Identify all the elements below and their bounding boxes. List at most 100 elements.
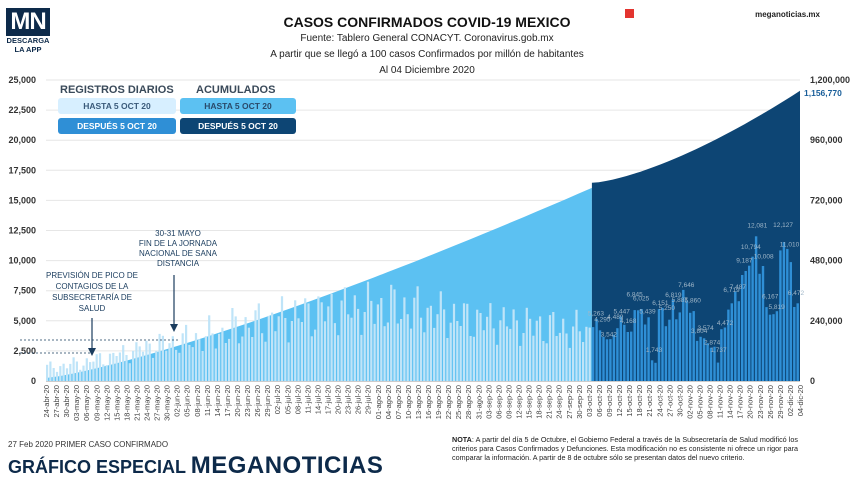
daily-bar-before (128, 363, 131, 381)
daily-bar-before (304, 298, 307, 381)
daily-bar-after (782, 242, 786, 381)
daily-bar-before (529, 318, 532, 381)
data-label: 2,874 (704, 339, 721, 346)
x-tick-label: 18-sep-20 (535, 385, 544, 419)
chart-date: Al 04 Diciembre 2020 (379, 65, 475, 76)
legend-daily-title: REGISTROS DIARIOS (60, 84, 174, 96)
data-label: 4,295 (594, 316, 611, 323)
daily-bar-before (211, 333, 214, 381)
y-left-tick-label: 10,000 (8, 256, 36, 266)
y-left-tick-label: 17,500 (8, 165, 36, 175)
x-tick-label: 09-may-20 (92, 385, 101, 421)
daily-bar-after (605, 339, 609, 381)
x-tick-label: 27-may-20 (153, 385, 162, 421)
y-right-tick-label: 0 (810, 376, 815, 386)
daily-bar-before (396, 323, 399, 381)
daily-bar-after (706, 343, 709, 381)
x-tick-label: 03-oct-20 (585, 385, 594, 417)
x-tick-label: 11-jul-20 (303, 385, 312, 414)
daily-bar-before (49, 361, 52, 381)
daily-bar-after (748, 265, 751, 381)
daily-bar-before (400, 319, 403, 381)
daily-bar-before (161, 335, 164, 381)
annotation-pico-line: SUBSECRETARÍA DE (52, 293, 132, 302)
daily-bar-after (730, 303, 733, 381)
daily-bar-before (108, 353, 112, 381)
x-tick-label: 14-jul-20 (313, 385, 322, 414)
daily-bar-before (578, 331, 581, 381)
daily-bar-after (737, 301, 740, 381)
data-label: 3,542 (601, 331, 618, 338)
daily-bar-before (261, 333, 264, 381)
data-label: 11,010 (780, 241, 800, 248)
x-tick-label: 27-oct-20 (665, 385, 674, 417)
daily-bar-before (165, 350, 168, 381)
daily-bar-before (552, 312, 555, 381)
daily-bar-after (758, 273, 761, 381)
daily-bar-before (416, 286, 419, 381)
daily-bar-after (720, 329, 723, 381)
y-left-tick-label: 0 (31, 376, 36, 386)
meganoticias-logo[interactable]: MN DESCARGA LA APP (6, 8, 50, 54)
y-right-tick-label: 960,000 (810, 135, 843, 145)
legend-daily-after: DESPUÉS 5 OCT 20 (58, 118, 176, 134)
footer-note: NOTA: A partir del día 5 de Octubre, el … (452, 435, 798, 462)
legend-daily-before: HASTA 5 OCT 20 (58, 98, 176, 114)
daily-bar-before (300, 322, 303, 381)
daily-bar-before (423, 332, 426, 381)
daily-bar-before (373, 323, 376, 381)
x-tick-label: 17-nov-20 (736, 385, 745, 419)
daily-bar-before (231, 308, 234, 381)
y-left-tick-label: 12,500 (8, 226, 36, 236)
daily-bar-before (181, 333, 184, 381)
daily-bar-before (370, 300, 373, 381)
daily-bar-before (112, 352, 115, 381)
daily-bar-before (267, 315, 270, 381)
x-tick-label: 06-may-20 (82, 385, 91, 421)
data-label: 6,819 (665, 292, 682, 299)
x-tick-label: 06-sep-20 (494, 385, 503, 419)
data-label: 6,167 (762, 294, 779, 301)
daily-bar-before (145, 340, 148, 381)
daily-bar-after (751, 256, 754, 381)
daily-bar-before (393, 289, 396, 381)
daily-bar-before (340, 300, 343, 381)
daily-bar-before (403, 297, 406, 381)
y-left-tick-label: 25,000 (8, 75, 36, 85)
daily-bar-after (640, 309, 643, 381)
brand-url[interactable]: meganoticias.mx (755, 10, 820, 19)
x-tick-label: 23-nov-20 (756, 385, 765, 419)
daily-bar-before (535, 320, 538, 381)
daily-bar-before (337, 335, 340, 381)
x-tick-label: 04-ago-20 (384, 385, 393, 419)
daily-bar-before (509, 328, 512, 381)
daily-bar-before (138, 346, 141, 381)
daily-bar-before (155, 350, 158, 381)
daily-bar-before (456, 321, 459, 381)
daily-bar-before (69, 363, 72, 381)
x-tick-label: 21-sep-20 (545, 385, 554, 419)
daily-bar-before (294, 300, 297, 381)
x-tick-label: 29-nov-20 (776, 385, 785, 419)
daily-bar-after (619, 316, 622, 381)
daily-bar-before (158, 333, 161, 381)
x-tick-label: 18-oct-20 (635, 385, 644, 417)
x-tick-label: 08-jul-20 (293, 385, 302, 414)
x-tick-label: 11-nov-20 (716, 385, 725, 418)
daily-bar-before (327, 306, 330, 381)
daily-bar-after (786, 248, 789, 381)
daily-bar-after (671, 299, 675, 381)
daily-bar-before (486, 316, 489, 381)
daily-bar-before (264, 341, 267, 381)
x-tick-label: 02-jul-20 (273, 385, 282, 414)
daily-bar-before (472, 336, 475, 381)
x-tick-label: 09-sep-20 (504, 385, 513, 419)
daily-bar-before (476, 309, 479, 381)
annotation-jornada-line: DISTANCIA (157, 259, 200, 268)
daily-bar-before (62, 363, 65, 381)
daily-bar-before (320, 302, 323, 381)
daily-bar-before (52, 368, 55, 381)
daily-bar-after (793, 307, 796, 381)
daily-bar-before (390, 284, 393, 381)
x-tick-label: 29-jul-20 (364, 385, 373, 414)
